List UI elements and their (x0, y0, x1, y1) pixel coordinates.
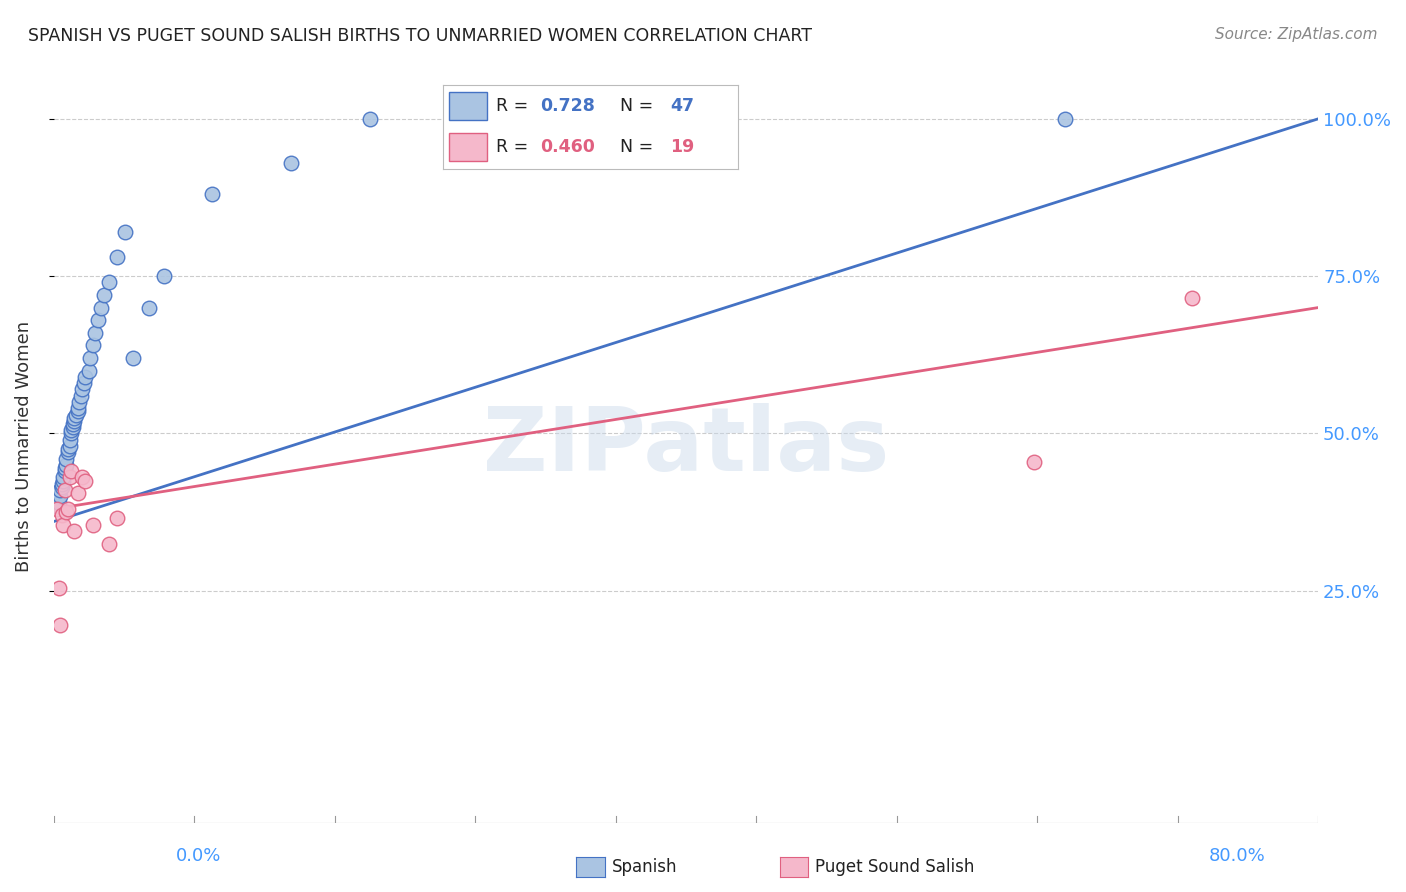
Point (55, 451, 77, 466)
Text: 80.0%: 80.0% (1209, 847, 1265, 865)
Text: R =: R = (496, 138, 529, 156)
Point (60, 423, 83, 437)
Point (56, 445, 79, 459)
Point (60, 464, 83, 478)
Point (79, 351, 101, 365)
Point (98, 276, 121, 290)
Text: SPANISH VS PUGET SOUND SALISH BIRTHS TO UNMARRIED WOMEN CORRELATION CHART: SPANISH VS PUGET SOUND SALISH BIRTHS TO … (28, 27, 813, 45)
Point (65, 408, 87, 422)
Point (84, 326, 107, 340)
Point (60, 426, 83, 441)
FancyBboxPatch shape (449, 133, 486, 161)
Point (359, 112, 381, 126)
Text: Spanish: Spanish (612, 858, 678, 876)
Point (121, 351, 143, 365)
Point (49, 618, 72, 632)
Text: N =: N = (620, 138, 654, 156)
Point (98, 536, 121, 550)
Point (77, 363, 100, 377)
Point (52, 474, 75, 488)
Point (59, 439, 82, 453)
Point (51, 508, 73, 523)
Point (280, 156, 302, 170)
Point (59, 433, 82, 447)
Point (66, 404, 89, 418)
Point (48, 495, 70, 509)
Point (1054, 112, 1077, 126)
Point (55, 505, 77, 519)
Point (1022, 455, 1045, 469)
Point (63, 410, 86, 425)
Point (49, 489, 72, 503)
Point (1181, 291, 1204, 305)
Point (48, 581, 70, 595)
Point (73, 376, 96, 390)
Point (75, 369, 97, 384)
Text: ZIPatlas: ZIPatlas (482, 402, 889, 490)
Text: Puget Sound Salish: Puget Sound Salish (815, 858, 974, 876)
Point (53, 483, 76, 497)
Point (72, 383, 94, 397)
Point (66, 401, 89, 416)
Point (105, 511, 128, 525)
Point (52, 470, 75, 484)
Point (59, 470, 82, 484)
Point (46, 502, 69, 516)
Point (53, 461, 76, 475)
Point (90, 301, 112, 315)
Point (56, 442, 79, 457)
FancyBboxPatch shape (449, 93, 486, 120)
Point (201, 187, 224, 202)
Point (63, 414, 86, 428)
Point (93, 288, 115, 302)
Point (63, 524, 86, 538)
Point (46, 499, 69, 513)
Point (55, 458, 77, 472)
Point (49, 483, 72, 497)
Text: 47: 47 (671, 97, 695, 115)
Text: 0.728: 0.728 (540, 97, 595, 115)
Point (75, 474, 97, 488)
Point (153, 269, 176, 284)
Text: 0.460: 0.460 (540, 138, 595, 156)
Point (56, 502, 79, 516)
Point (52, 517, 75, 532)
Point (87, 313, 110, 327)
Point (66, 486, 89, 500)
Point (51, 476, 73, 491)
Point (105, 250, 128, 264)
Point (51, 480, 73, 494)
Y-axis label: Births to Unmarried Women: Births to Unmarried Women (15, 320, 32, 572)
Text: 19: 19 (671, 138, 695, 156)
Point (82, 517, 104, 532)
Point (114, 225, 136, 239)
Text: N =: N = (620, 97, 654, 115)
Point (69, 389, 91, 403)
Point (62, 420, 84, 434)
Point (82, 338, 104, 352)
Text: 0.0%: 0.0% (176, 847, 221, 865)
Point (53, 464, 76, 478)
Point (62, 417, 84, 431)
Text: R =: R = (496, 97, 529, 115)
Point (72, 470, 94, 484)
Point (138, 301, 160, 315)
Point (67, 395, 90, 409)
Text: Source: ZipAtlas.com: Source: ZipAtlas.com (1215, 27, 1378, 42)
